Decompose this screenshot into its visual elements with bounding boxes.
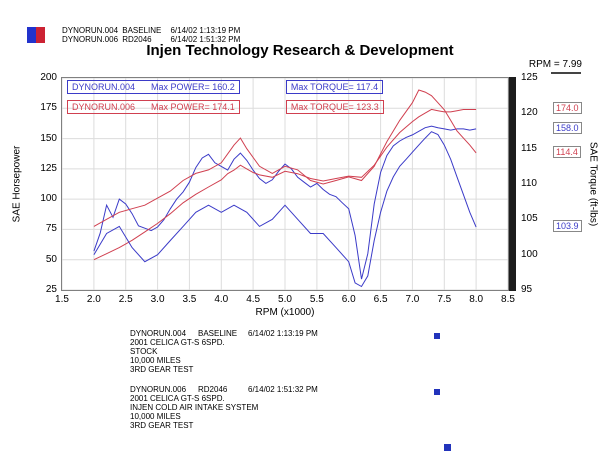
horsepower-tick-label: 175 [40,102,57,114]
left-axis-title-text: SAE Horsepower [11,145,23,223]
legend-run1-name: DYNORUN.004 [62,26,119,35]
run1-max-annotation: DYNORUN.004 Max POWER= 160.2 Max TORQUE=… [67,80,384,94]
torque-tick-label: 125 [521,72,538,83]
run1-note-line: 3RD GEAR TEST [130,365,194,374]
curve-end-value: 103.9 [553,220,582,233]
run1-note-line: 10,000 MILES [130,356,181,365]
x-tick-label: 7.0 [405,294,420,305]
run1-color-swatch-icon [27,27,36,43]
x-tick-label: 6.0 [341,294,356,305]
run1-notes-timestamp: 6/14/02 1:13:19 PM [248,329,318,338]
x-tick-label: 5.5 [309,294,324,305]
x-tick-label: 4.0 [214,294,229,305]
run2-notes: DYNORUN.006 RD2046 6/14/02 1:51:32 PM 20… [130,385,460,430]
horsepower-tick-label: 125 [40,162,57,174]
curve-dynorun-004-horsepower [93,125,477,280]
run2-name: DYNORUN.006 [72,102,136,112]
right-axis-title-text: SAE Torque (ft-lbs) [587,141,599,227]
run1-notes-title: DYNORUN.004 BASELINE 6/14/02 1:13:19 PM [130,329,460,338]
run1-max-torque: Max TORQUE= 117.4 [290,82,379,92]
run1-name: DYNORUN.004 [72,82,136,92]
legend-swatch-icon [27,27,45,43]
page-title: Injen Technology Research & Development [146,42,454,59]
run2-max-power: Max POWER= 174.1 [151,102,235,112]
run1-note-marker-icon [434,333,440,339]
legend-run2-timestamp: 6/14/02 1:51:32 PM [170,35,241,44]
x-tick-label: 5.0 [278,294,292,305]
x-tick-label: 8.5 [501,294,515,305]
run2-max-annotation: DYNORUN.006 Max POWER= 174.1 Max TORQUE=… [67,100,384,114]
run1-notes-label: BASELINE [198,329,238,338]
x-tick-label: 7.5 [437,294,452,305]
horsepower-tick-label: 50 [45,253,57,265]
horsepower-tick-label: 150 [40,132,57,144]
horsepower-tick-label: 100 [40,193,57,205]
x-tick-label: 4.5 [246,294,261,305]
x-tick-label: 2.5 [118,294,133,305]
curve-end-value: 158.0 [553,121,582,134]
curve-dynorun-006-horsepower [93,108,477,261]
run1-note-line: 2001 CELICA GT-S 6SPD. [130,338,225,347]
legend-run2-label: RD2046 [122,35,152,44]
page-corner-marker-icon [444,444,451,451]
legend: DYNORUN.004 BASELINE 6/14/02 1:13:19 PM … [62,26,240,44]
rpm-readout: RPM = 7.99 [528,59,582,70]
run2-notes-label: RD2046 [198,385,228,394]
run1-max-power-box: DYNORUN.004 Max POWER= 160.2 [67,80,240,94]
run2-max-power-box: DYNORUN.006 Max POWER= 174.1 [67,100,240,114]
run1-notes-name: DYNORUN.004 [130,329,187,338]
x-tick-label: 8.0 [469,294,484,305]
torque-tick-label: 110 [521,178,537,189]
legend-item-run1: DYNORUN.004 BASELINE 6/14/02 1:13:19 PM [62,26,240,35]
legend-item-run2: DYNORUN.006 RD2046 6/14/02 1:51:32 PM [62,35,240,44]
legend-run2-name: DYNORUN.006 [62,35,119,44]
run1-note-line: STOCK [130,347,158,356]
legend-run1-timestamp: 6/14/02 1:13:19 PM [170,26,241,35]
run2-notes-title: DYNORUN.006 RD2046 6/14/02 1:51:32 PM [130,385,460,394]
torque-tick-label: 95 [521,284,533,295]
torque-tick-label: 120 [521,107,538,119]
run2-note-line: INJEN COLD AIR INTAKE SYSTEM [130,403,259,412]
run2-notes-timestamp: 6/14/02 1:51:32 PM [248,385,318,394]
x-tick-label: 6.5 [373,294,388,305]
run2-max-torque: Max TORQUE= 123.3 [290,102,379,112]
right-axis-title: SAE Torque (ft-lbs) [586,78,600,290]
rpm-readout-underline [551,72,581,74]
curve-end-value: 174.0 [553,102,582,115]
x-tick-label: 2.0 [86,294,101,305]
x-axis-title: RPM (x1000) [255,307,315,318]
run2-note-line: 10,000 MILES [130,412,181,421]
run1-notes: DYNORUN.004 BASELINE 6/14/02 1:13:19 PM … [130,329,460,374]
left-axis-title: SAE Horsepower [10,78,24,290]
horsepower-tick-label: 200 [40,72,57,83]
run2-max-torque-box: Max TORQUE= 123.3 [285,100,384,114]
x-tick-label: 1.5 [55,294,69,305]
run2-color-swatch-icon [36,27,45,43]
run2-notes-name: DYNORUN.006 [130,385,187,394]
curve-dynorun-004-torque [93,131,477,288]
curve-dynorun-006-torque [93,89,477,227]
x-tick-label: 3.5 [182,294,197,305]
right-axis-bar [509,77,516,291]
curve-end-value: 114.4 [553,145,581,158]
torque-tick-label: 115 [521,142,537,154]
legend-run1-label: BASELINE [122,26,162,35]
run1-max-torque-box: Max TORQUE= 117.4 [285,80,384,94]
horsepower-tick-label: 75 [45,223,57,235]
torque-tick-label: 100 [521,248,538,260]
run2-note-line: 2001 CELICA GT-S 6SPD. [130,394,225,403]
torque-tick-label: 105 [521,213,538,225]
run1-max-power: Max POWER= 160.2 [151,82,235,92]
x-tick-label: 3.0 [150,294,165,305]
horsepower-tick-label: 25 [45,284,57,295]
run2-note-line: 3RD GEAR TEST [130,421,194,430]
run2-note-marker-icon [434,389,440,395]
